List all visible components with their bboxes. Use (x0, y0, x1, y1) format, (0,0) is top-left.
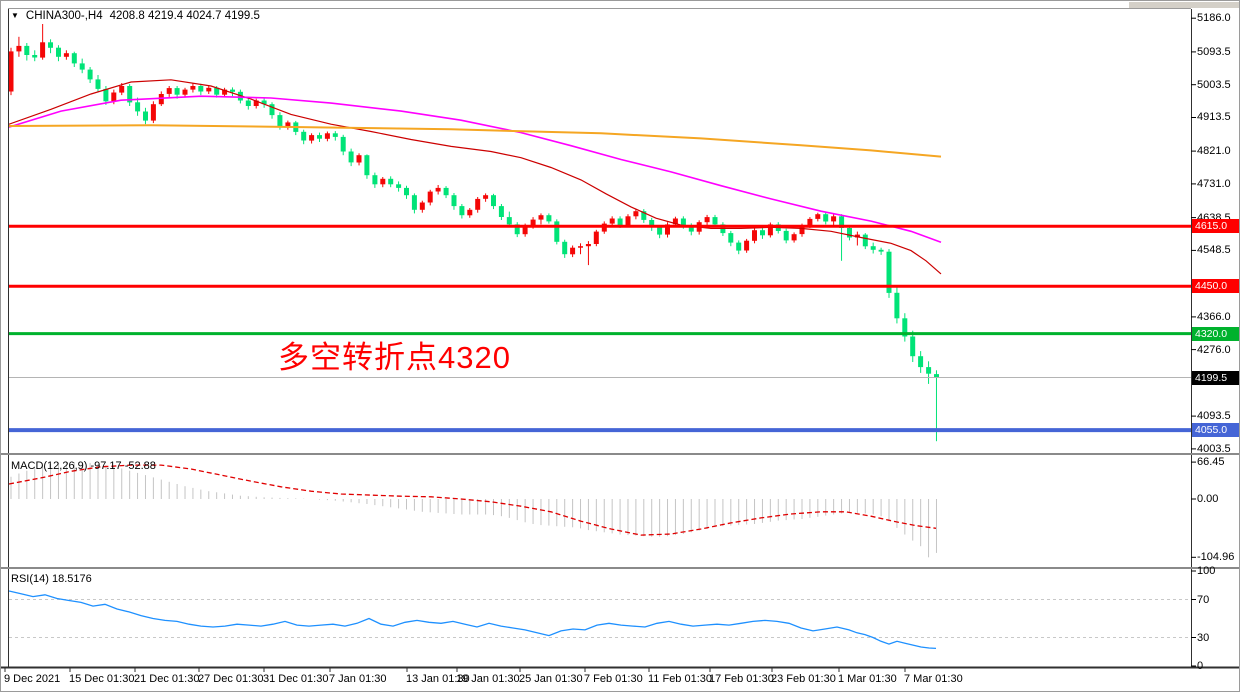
price-badge-4320.0: 4320.0 (1192, 326, 1239, 341)
window-corner-strip (1129, 2, 1239, 8)
price-axis-tick: 4366.0 (1197, 310, 1231, 323)
chart-header: ▼ CHINA300-,H4 4208.8 4219.4 4024.7 4199… (11, 9, 260, 23)
rsi-axis-tick: 0 (1197, 660, 1204, 672)
price-axis-tick: 5186.0 (1197, 12, 1231, 25)
price-axis-tick: 5003.5 (1197, 78, 1231, 91)
time-axis-label: 13 Jan 01:30 (406, 673, 470, 685)
time-axis-label: 15 Dec 01:30 (69, 673, 135, 685)
price-axis-tick: 4821.0 (1197, 145, 1231, 158)
rsi-line (9, 590, 937, 650)
price-axis-tick: 4731.0 (1197, 177, 1231, 190)
price-plot[interactable] (9, 24, 942, 442)
time-axis-label: 17 Feb 01:30 (709, 673, 774, 685)
chart-text-annotation[interactable]: 多空转折点4320 (278, 340, 511, 375)
time-axis-label: 19 Jan 01:30 (456, 673, 520, 685)
rsi-axis-tick: 100 (1197, 565, 1216, 577)
rsi-indicator-label: RSI(14) 18.5176 (11, 573, 92, 585)
rsi-axis-tick: 70 (1197, 593, 1210, 606)
time-axis-label: 31 Dec 01:30 (263, 673, 329, 685)
macd-axis-tick: -104.96 (1197, 551, 1235, 564)
macd-plot[interactable] (9, 462, 937, 558)
symbol-period-label: CHINA300-,H4 (25, 10, 103, 22)
price-axis-tick: 5093.5 (1197, 45, 1231, 58)
macd-axis-tick: 0.00 (1197, 493, 1219, 505)
horizontal-level-lines[interactable] (9, 224, 1191, 433)
time-axis-label: 25 Jan 01:30 (519, 673, 583, 685)
candles (9, 24, 939, 442)
time-axis-label: 21 Dec 01:30 (134, 673, 200, 685)
macd-indicator-label: MACD(12,26,9) -97.17 -52.88 (11, 460, 156, 472)
ma-mid-magenta (9, 95, 942, 243)
time-axis-label: 1 Mar 01:30 (838, 673, 897, 685)
time-axis-label: 23 Feb 01:30 (771, 673, 836, 685)
price-badge-4450.0: 4450.0 (1192, 279, 1239, 294)
macd-signal-line (9, 464, 937, 536)
ohlc-values: 4208.8 4219.4 4024.7 4199.5 (109, 10, 260, 22)
time-axis-label: 7 Jan 01:30 (329, 673, 387, 685)
panel-borders (1, 8, 1239, 672)
price-badge-4055.0: 4055.0 (1192, 423, 1239, 438)
price-axis-tick: 4093.5 (1197, 410, 1231, 423)
time-axis-label: 27 Dec 01:30 (198, 673, 264, 685)
time-axis-label: 7 Feb 01:30 (584, 673, 643, 685)
ma-fast-red (9, 79, 942, 275)
price-badge-4615.0: 4615.0 (1192, 219, 1239, 234)
price-badge-4199.5: 4199.5 (1192, 370, 1239, 385)
time-axis-label: 9 Dec 2021 (4, 673, 61, 685)
price-axis-tick: 4003.5 (1197, 442, 1231, 455)
rsi-plot[interactable] (9, 590, 1191, 650)
time-axis-label: 11 Feb 01:30 (648, 673, 713, 685)
ma-slow-orange (9, 124, 942, 158)
price-axis-tick: 4913.5 (1197, 111, 1231, 124)
price-axis-tick: 4548.5 (1197, 244, 1231, 257)
macd-axis-tick: 66.45 (1197, 456, 1225, 469)
rsi-axis-tick: 30 (1197, 631, 1210, 644)
time-axis-label: 7 Mar 01:30 (904, 673, 963, 685)
price-axis-tick: 4276.0 (1197, 343, 1231, 356)
symbol-dropdown-icon[interactable]: ▼ (11, 11, 19, 20)
